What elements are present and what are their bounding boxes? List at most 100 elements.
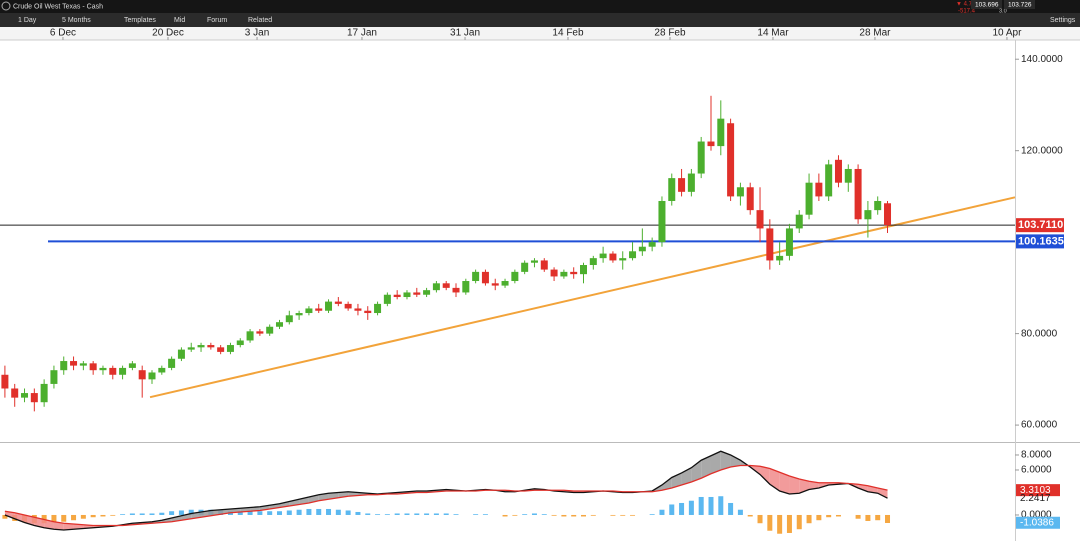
histogram-bar	[473, 514, 479, 515]
candle-body	[874, 200, 882, 211]
candle-body	[364, 310, 372, 314]
macd-fill	[809, 481, 819, 490]
candle-body	[246, 331, 254, 341]
candle-body	[766, 228, 774, 261]
histogram-bar	[414, 513, 420, 515]
value-label-box	[1016, 516, 1060, 529]
histogram-bar	[610, 514, 616, 516]
histogram-bar	[835, 514, 841, 517]
ask[interactable]: 103.726	[1008, 2, 1032, 9]
macd-fill	[730, 454, 741, 467]
candle-body	[668, 178, 676, 201]
histogram-bar	[335, 509, 341, 515]
x-tick-label: 20 Dec	[152, 28, 184, 39]
candle-body	[717, 118, 725, 147]
candle-body	[50, 370, 58, 384]
macd-fill	[53, 521, 64, 530]
histogram-bar	[855, 514, 861, 519]
histogram-bar	[512, 514, 518, 516]
histogram-bar	[620, 514, 626, 516]
histogram-bar	[865, 514, 871, 521]
candle-body	[197, 345, 205, 348]
candle-body	[815, 182, 823, 197]
macd-fill	[720, 451, 731, 470]
macd-fill	[4, 511, 15, 519]
macd-fill	[63, 523, 74, 530]
histogram-bar	[669, 504, 675, 515]
candle-body	[138, 370, 146, 380]
macd-fill	[691, 460, 702, 482]
macd-fill	[73, 523, 84, 530]
value-label: 3.3103	[1020, 485, 1051, 496]
macd-fill	[858, 484, 868, 492]
price-label-box	[1016, 218, 1064, 233]
histogram-bar	[816, 514, 822, 521]
templates[interactable]: Templates	[124, 17, 156, 24]
candle-body	[746, 187, 754, 211]
candle-body	[334, 301, 342, 304]
bid-box[interactable]	[971, 0, 1002, 9]
histogram-bar	[90, 514, 96, 518]
macd-fill	[14, 512, 25, 523]
histogram-bar	[551, 514, 557, 516]
candle-body	[452, 287, 460, 293]
candle-body	[619, 258, 627, 261]
histogram-bar	[796, 514, 802, 530]
x-tick-label: 28 Feb	[654, 28, 686, 39]
macd-fill	[318, 493, 329, 501]
change: ▼ 4.75%	[956, 2, 981, 8]
bid[interactable]: 103.696	[975, 2, 999, 9]
histogram-bar	[433, 513, 439, 515]
histogram-bar	[786, 514, 792, 533]
histogram-bar	[296, 509, 302, 515]
settings[interactable]: Settings	[1050, 17, 1076, 24]
candle-body	[383, 294, 391, 304]
candle-body	[325, 301, 333, 311]
candle-body	[266, 326, 274, 334]
instrument-icon	[1, 1, 11, 11]
candle-body	[864, 210, 872, 220]
candle-body	[128, 363, 136, 368]
histogram-bar	[806, 514, 812, 524]
x-tick-label: 6 Dec	[50, 28, 76, 39]
histogram-bar	[424, 513, 430, 515]
candle-body	[648, 242, 656, 247]
histogram-bar	[384, 514, 390, 515]
range[interactable]: 5 Months	[62, 17, 91, 24]
candle-body	[727, 123, 735, 197]
candle-body	[217, 347, 225, 352]
candle-body	[687, 173, 695, 192]
macd-fill	[799, 478, 810, 494]
macd-fill	[661, 477, 672, 491]
histogram-bar	[688, 500, 694, 515]
forum[interactable]: Forum	[207, 17, 227, 24]
candle-body	[119, 367, 127, 375]
histogram-bar	[767, 514, 773, 531]
instrument[interactable]: Crude Oil West Texas - Cash	[13, 3, 103, 10]
histogram-bar	[306, 508, 312, 515]
price-label-box	[1016, 234, 1064, 249]
histogram-bar	[237, 511, 243, 515]
histogram-bar	[316, 508, 322, 515]
histogram-bar	[659, 509, 665, 515]
candle-body	[776, 255, 784, 261]
spread: 3.0	[999, 8, 1007, 14]
histogram-bar	[139, 513, 145, 515]
histogram-bar	[590, 514, 596, 516]
histogram-bar	[443, 513, 449, 515]
related[interactable]: Related	[248, 17, 272, 24]
histogram-bar	[777, 514, 783, 534]
candle-body	[344, 303, 352, 309]
ask-box[interactable]	[1004, 0, 1035, 9]
candle-body	[40, 383, 48, 403]
candle-body	[825, 164, 833, 197]
date-axis	[0, 27, 1080, 40]
value-label: 2.2417	[1020, 493, 1051, 504]
interval[interactable]: 1 Day	[18, 17, 37, 24]
price-type[interactable]: Mid	[174, 17, 185, 24]
macd-fill	[34, 517, 45, 528]
histogram-bar	[110, 514, 116, 516]
y-tick-label: 8.0000	[1021, 450, 1052, 461]
y-tick-label: 120.0000	[1021, 145, 1063, 156]
